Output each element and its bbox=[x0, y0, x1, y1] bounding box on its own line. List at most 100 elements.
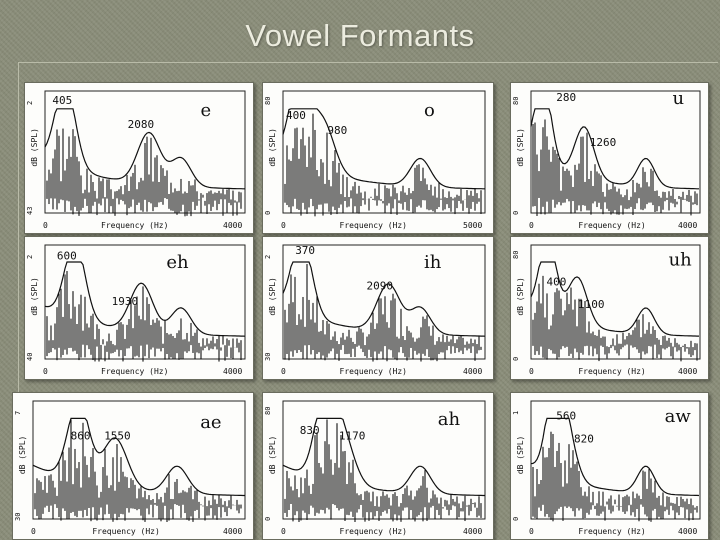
spectrum-panel-eh: 0 4000 Frequency (Hz) 2 40 dB (SPL) eh 600 1930 bbox=[24, 236, 254, 380]
plot-frame bbox=[44, 90, 246, 214]
formant-label: 1170 bbox=[339, 430, 366, 443]
spectral-envelope bbox=[282, 108, 485, 190]
spectral-envelope bbox=[530, 108, 699, 190]
plot-frame bbox=[32, 400, 246, 520]
spectrum-panel-o: 0 5000 Frequency (Hz) 80 0 dB (SPL) o 400 980 bbox=[262, 82, 494, 234]
formant-label: 400 bbox=[286, 109, 306, 122]
plot-frame bbox=[530, 90, 701, 214]
x-tick-label: 5000 bbox=[463, 221, 482, 230]
y-axis-label: dB (SPL) bbox=[18, 436, 27, 475]
formant-label: 560 bbox=[556, 409, 576, 422]
x-tick-label: 0 bbox=[281, 367, 286, 376]
x-axis-label: Frequency (Hz) bbox=[101, 367, 168, 376]
plot-frame bbox=[282, 244, 486, 360]
spectrum-chart-uh: 0 4000 Frequency (Hz) 80 0 dB (SPL) uh 400 1100 bbox=[512, 244, 701, 376]
x-tick-label: 0 bbox=[281, 527, 286, 536]
x-tick-label: 4000 bbox=[463, 367, 482, 376]
x-tick-label: 0 bbox=[31, 527, 36, 536]
x-tick-label: 0 bbox=[529, 367, 534, 376]
vowel-label: e bbox=[201, 100, 212, 121]
y-tick-label: 80 bbox=[512, 251, 520, 259]
formant-label: 1100 bbox=[578, 298, 605, 311]
y-tick-label: 0 bbox=[264, 211, 272, 215]
y-tick-label: 40 bbox=[26, 353, 34, 361]
spectral-envelope bbox=[530, 417, 700, 497]
spectrum-chart-ae: 0 4000 Frequency (Hz) 7 30 dB (SPL) ae 860 1550 bbox=[14, 400, 246, 536]
spectral-envelope bbox=[32, 417, 245, 497]
harmonic-spikes bbox=[284, 113, 482, 217]
spectrum-panel-aw: 0 4000 Frequency (Hz) 1 0 dB (SPL) aw 560 820 bbox=[510, 392, 709, 540]
spectrum-chart-aw: 0 4000 Frequency (Hz) 1 0 dB (SPL) aw 560 820 bbox=[512, 400, 701, 536]
vowel-label: uh bbox=[669, 249, 693, 270]
harmonic-spikes bbox=[284, 264, 482, 362]
x-tick-label: 4000 bbox=[223, 221, 242, 230]
y-tick-label: 80 bbox=[512, 97, 520, 105]
spectral-envelope bbox=[44, 108, 245, 190]
y-tick-label: 1 bbox=[512, 411, 520, 415]
vowel-label: aw bbox=[665, 406, 692, 427]
y-axis-label: dB (SPL) bbox=[516, 436, 525, 475]
formant-label: 1550 bbox=[104, 430, 131, 443]
formant-label: 2090 bbox=[367, 280, 394, 293]
plot-frame bbox=[530, 244, 701, 360]
formant-label: 2080 bbox=[128, 118, 155, 131]
y-tick-label: 0 bbox=[512, 211, 520, 215]
y-tick-label: 0 bbox=[264, 517, 272, 521]
x-tick-label: 4000 bbox=[678, 221, 697, 230]
spectral-envelope bbox=[44, 261, 246, 337]
formant-label: 600 bbox=[57, 250, 77, 263]
spectrum-chart-ih: 0 4000 Frequency (Hz) 2 30 dB (SPL) ih 370 2090 bbox=[264, 244, 486, 376]
y-axis-label: dB (SPL) bbox=[516, 277, 525, 316]
y-axis-label: dB (SPL) bbox=[30, 277, 39, 316]
harmonic-spikes bbox=[34, 419, 242, 522]
x-tick-label: 0 bbox=[43, 221, 48, 230]
harmonic-spikes bbox=[532, 431, 698, 522]
spectrum-panel-ah: 0 4000 Frequency (Hz) 80 0 dB (SPL) ah 830 1170 bbox=[262, 392, 494, 540]
spectrum-panel-u: 0 4000 Frequency (Hz) 80 0 dB (SPL) u 280 1260 bbox=[510, 82, 709, 234]
spectrum-chart-u: 0 4000 Frequency (Hz) 80 0 dB (SPL) u 280 1260 bbox=[512, 88, 701, 230]
spectrum-chart-o: 0 5000 Frequency (Hz) 80 0 dB (SPL) o 400 980 bbox=[264, 90, 486, 230]
vowel-label: ah bbox=[438, 409, 461, 430]
harmonic-spikes bbox=[46, 128, 242, 217]
x-tick-label: 0 bbox=[529, 221, 534, 230]
spectral-envelope bbox=[282, 261, 486, 337]
plot-frame bbox=[44, 244, 246, 360]
y-tick-label: 43 bbox=[26, 207, 34, 215]
harmonic-spikes bbox=[284, 419, 482, 522]
y-axis-label: dB (SPL) bbox=[268, 277, 277, 316]
formant-label: 860 bbox=[71, 430, 91, 443]
formant-label: 405 bbox=[52, 94, 72, 107]
y-tick-label: 30 bbox=[14, 513, 22, 521]
y-axis-label: dB (SPL) bbox=[268, 128, 277, 167]
spectrum-panel-ih: 0 4000 Frequency (Hz) 2 30 dB (SPL) ih 370 2090 bbox=[262, 236, 494, 380]
spectrum-chart-ah: 0 4000 Frequency (Hz) 80 0 dB (SPL) ah 830 1170 bbox=[264, 400, 486, 536]
plot-frame bbox=[282, 90, 486, 214]
spectrum-panel-ae: 0 4000 Frequency (Hz) 7 30 dB (SPL) ae 860 1550 bbox=[12, 392, 254, 540]
x-tick-label: 0 bbox=[281, 221, 286, 230]
y-tick-label: 2 bbox=[26, 255, 34, 259]
harmonic-spikes bbox=[46, 271, 242, 362]
formant-label: 1260 bbox=[590, 136, 617, 149]
spectrum-panel-e: 0 4000 Frequency (Hz) 2 43 dB (SPL) e 405 2080 bbox=[24, 82, 254, 234]
x-axis-label: Frequency (Hz) bbox=[340, 221, 407, 230]
formant-label: 980 bbox=[327, 124, 347, 137]
decorative-frame-line-left bbox=[18, 62, 19, 540]
formant-label: 370 bbox=[295, 244, 315, 257]
x-axis-label: Frequency (Hz) bbox=[578, 221, 645, 230]
y-axis-label: dB (SPL) bbox=[30, 128, 39, 167]
y-tick-label: 0 bbox=[512, 517, 520, 521]
vowel-label: ae bbox=[200, 412, 221, 433]
formant-label: 830 bbox=[300, 424, 320, 437]
y-tick-label: 0 bbox=[512, 357, 520, 361]
spectrum-panel-uh: 0 4000 Frequency (Hz) 80 0 dB (SPL) uh 400 1100 bbox=[510, 236, 709, 380]
y-axis-label: dB (SPL) bbox=[268, 436, 277, 475]
y-tick-label: 2 bbox=[264, 255, 272, 259]
x-tick-label: 0 bbox=[43, 367, 48, 376]
vowel-label: eh bbox=[166, 252, 189, 273]
formant-label: 1930 bbox=[112, 295, 139, 308]
x-axis-label: Frequency (Hz) bbox=[340, 367, 407, 376]
harmonic-spikes bbox=[532, 119, 698, 216]
spectrum-chart-e: 0 4000 Frequency (Hz) 2 43 dB (SPL) e 405 2080 bbox=[26, 90, 246, 230]
harmonic-spikes bbox=[532, 275, 698, 362]
y-tick-label: 80 bbox=[264, 407, 272, 415]
